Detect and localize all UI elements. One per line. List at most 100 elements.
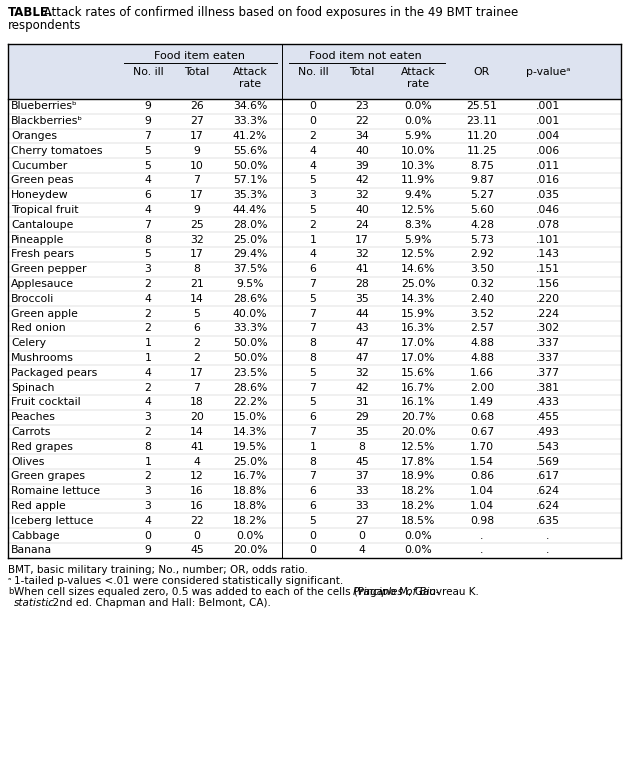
Text: Red onion: Red onion (11, 323, 65, 333)
Text: 4.28: 4.28 (470, 220, 494, 230)
Text: 40: 40 (355, 146, 369, 156)
Text: 2.57: 2.57 (470, 323, 494, 333)
Text: 10: 10 (190, 160, 204, 170)
Text: .624: .624 (536, 486, 560, 496)
Text: When cell sizes equaled zero, 0.5 was added to each of the cells (Pagano M, Gauv: When cell sizes equaled zero, 0.5 was ad… (14, 587, 482, 597)
Text: Red grapes: Red grapes (11, 442, 73, 452)
Text: 7: 7 (309, 383, 316, 393)
Text: 0: 0 (309, 531, 316, 541)
Text: 4.88: 4.88 (470, 338, 494, 348)
Text: .224: .224 (536, 308, 560, 319)
Text: Principles of Bio-: Principles of Bio- (353, 587, 439, 597)
Text: 2: 2 (145, 308, 152, 319)
Text: Applesauce: Applesauce (11, 279, 74, 289)
Text: Attack
rate: Attack rate (401, 67, 435, 88)
Text: Pineapple: Pineapple (11, 235, 64, 245)
Text: 18.8%: 18.8% (233, 501, 267, 511)
Text: 0.0%: 0.0% (236, 531, 264, 541)
Text: 23.11: 23.11 (467, 116, 498, 126)
Text: 6: 6 (145, 190, 152, 200)
Text: .624: .624 (536, 501, 560, 511)
Text: Fresh pears: Fresh pears (11, 250, 74, 260)
Text: 8.75: 8.75 (470, 160, 494, 170)
Text: 9: 9 (194, 205, 201, 215)
Text: 4: 4 (145, 175, 152, 185)
Text: 6: 6 (309, 501, 316, 511)
Text: 9: 9 (194, 146, 201, 156)
Text: 5: 5 (194, 308, 201, 319)
Text: 3.52: 3.52 (470, 308, 494, 319)
Text: .151: .151 (536, 264, 560, 274)
Text: 1: 1 (309, 442, 316, 452)
Text: 7: 7 (309, 471, 316, 481)
Text: p-valueᵃ: p-valueᵃ (526, 67, 571, 77)
Text: 1.66: 1.66 (470, 368, 494, 377)
Text: 3: 3 (145, 412, 152, 422)
Text: 3: 3 (145, 486, 152, 496)
Text: Honeydew: Honeydew (11, 190, 69, 200)
Text: Green apple: Green apple (11, 308, 78, 319)
Text: 17: 17 (355, 235, 369, 245)
Text: 25.0%: 25.0% (233, 456, 267, 467)
Text: 5.27: 5.27 (470, 190, 494, 200)
Text: .377: .377 (536, 368, 560, 377)
Text: 40.0%: 40.0% (233, 308, 267, 319)
Text: 18.8%: 18.8% (233, 486, 267, 496)
Text: 47: 47 (355, 338, 369, 348)
Text: OR: OR (474, 67, 490, 77)
Text: 8: 8 (309, 456, 316, 467)
Text: 12.5%: 12.5% (401, 250, 435, 260)
Text: 4.88: 4.88 (470, 353, 494, 363)
Text: Blueberriesᵇ: Blueberriesᵇ (11, 102, 77, 112)
Text: 7: 7 (194, 175, 201, 185)
Text: 4: 4 (359, 546, 365, 556)
Text: Blackberriesᵇ: Blackberriesᵇ (11, 116, 83, 126)
Text: 4: 4 (309, 146, 316, 156)
Text: 16.7%: 16.7% (233, 471, 267, 481)
Text: 29: 29 (355, 412, 369, 422)
Text: 0.0%: 0.0% (404, 116, 432, 126)
Text: .001: .001 (536, 102, 560, 112)
Text: 41: 41 (190, 442, 204, 452)
Text: ᵃ: ᵃ (8, 576, 11, 585)
Text: BMT, basic military training; No., number; OR, odds ratio.: BMT, basic military training; No., numbe… (8, 565, 308, 575)
Text: 25.0%: 25.0% (233, 235, 267, 245)
Text: 1: 1 (309, 235, 316, 245)
Text: 4: 4 (309, 250, 316, 260)
Text: 9: 9 (145, 116, 152, 126)
Text: 42: 42 (355, 383, 369, 393)
Text: 0: 0 (145, 531, 152, 541)
Text: Romaine lettuce: Romaine lettuce (11, 486, 100, 496)
Text: 4: 4 (194, 456, 201, 467)
Text: 17.0%: 17.0% (401, 353, 435, 363)
Text: No. ill: No. ill (133, 67, 164, 77)
Text: 5: 5 (309, 398, 316, 408)
Text: 27: 27 (355, 516, 369, 525)
Text: statistic: statistic (14, 598, 55, 608)
Text: .337: .337 (536, 353, 560, 363)
Text: Attack
rate: Attack rate (233, 67, 267, 88)
Text: 1.54: 1.54 (470, 456, 494, 467)
Text: 1.70: 1.70 (470, 442, 494, 452)
Text: 6: 6 (309, 412, 316, 422)
Text: .543: .543 (536, 442, 560, 452)
Text: .046: .046 (536, 205, 560, 215)
Text: 27: 27 (190, 116, 204, 126)
Text: 8: 8 (309, 338, 316, 348)
Text: 2: 2 (309, 131, 316, 141)
Text: .455: .455 (536, 412, 560, 422)
Text: Food item eaten: Food item eaten (153, 51, 245, 61)
Text: 1.04: 1.04 (470, 486, 494, 496)
Text: 0: 0 (309, 546, 316, 556)
Text: 8.3%: 8.3% (404, 220, 431, 230)
Text: Banana: Banana (11, 546, 52, 556)
Text: 0: 0 (359, 531, 365, 541)
Text: 32: 32 (355, 250, 369, 260)
Text: 1-tailed p-values <.01 were considered statistically significant.: 1-tailed p-values <.01 were considered s… (14, 576, 343, 586)
Text: .035: .035 (536, 190, 560, 200)
Text: Cabbage: Cabbage (11, 531, 60, 541)
Text: 2: 2 (145, 471, 152, 481)
Text: .156: .156 (536, 279, 560, 289)
Text: 2: 2 (145, 427, 152, 437)
Text: 55.6%: 55.6% (233, 146, 267, 156)
